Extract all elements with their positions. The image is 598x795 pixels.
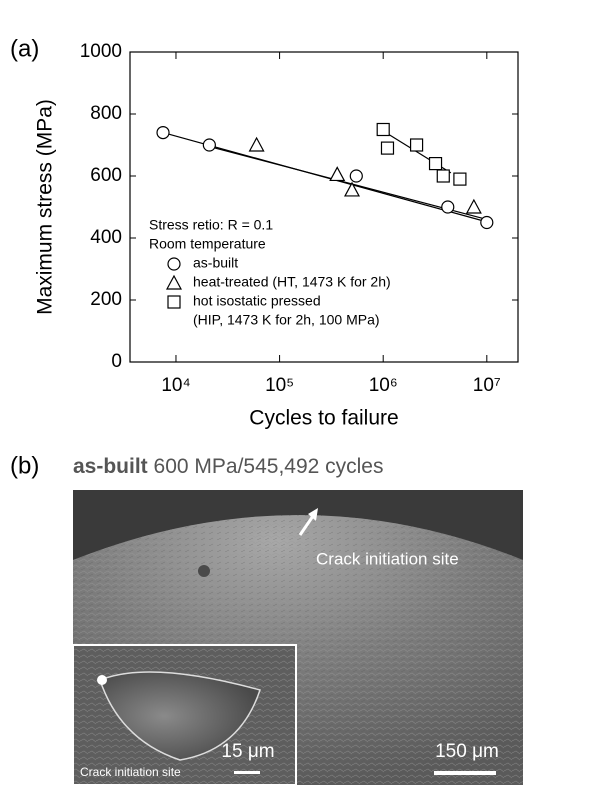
legend-marker [165,274,183,290]
point [202,138,216,152]
point [453,172,467,186]
legend-header: Stress retio: R = 0.1 [149,217,273,233]
point [436,169,450,183]
fit-line [209,145,487,220]
arrow-head [308,508,318,521]
panel-label: (a) [10,35,39,62]
plot-frame [129,51,519,363]
point [349,169,363,183]
x-tick-label: 10⁶ [369,375,398,396]
point [480,215,494,230]
scale-bar-label: 150 μm [435,741,499,762]
legend-label: heat-treated (HT, 1473 K for 2h) [193,274,391,290]
inset-scale-bar [234,771,260,774]
inset-pit [99,671,261,761]
point [465,198,482,214]
image-title: as-built 600 MPa/545,492 cycles [73,455,384,478]
legend-label: hot isostatic pressed [193,293,321,309]
arrow [298,515,315,536]
x-tick-label: 10⁵ [265,375,294,396]
point [409,138,424,152]
y-tick-label: 1000 [80,41,122,62]
annotation: Crack initiation site [316,549,459,568]
legend-marker [167,295,181,309]
title-rest: 600 MPa/545,492 cycles [154,455,384,478]
inset-site [97,675,107,685]
point [428,157,443,171]
x-tick-label: 10⁴ [161,375,190,396]
y-tick-label: 800 [90,103,122,124]
y-axis-label: Maximum stress (MPa) [34,99,57,315]
legend-label: (HIP, 1473 K for 2h, 100 MPa) [193,312,380,328]
x-tick-label: 10⁷ [473,375,501,396]
y-tick-label: 600 [90,165,122,186]
chart: Cycles to failure Maximum stress (MPa) 0… [34,41,519,430]
inset-caption: Crack initiation site [80,765,181,779]
pore [198,565,210,577]
legend-label: as-built [193,255,238,271]
sem-image: Crack initiation site 150 μm 15 μm Crack… [72,490,523,786]
point [156,126,170,140]
point [329,166,346,182]
scale-bar [434,771,496,775]
y-tick-label: 0 [111,351,122,372]
legend-header: Room temperature [149,236,266,252]
x-axis-label: Cycles to failure [249,407,398,430]
point [380,141,395,155]
point [248,136,265,152]
legend-marker [167,257,181,271]
panel-label: (b) [10,452,39,479]
y-tick-label: 200 [90,289,122,310]
point [441,200,455,214]
y-tick-label: 400 [90,227,122,248]
point [376,122,390,137]
title-bold: as-built [73,455,148,478]
point [344,181,361,197]
inset-scale-bar-label: 15 μm [221,741,274,762]
